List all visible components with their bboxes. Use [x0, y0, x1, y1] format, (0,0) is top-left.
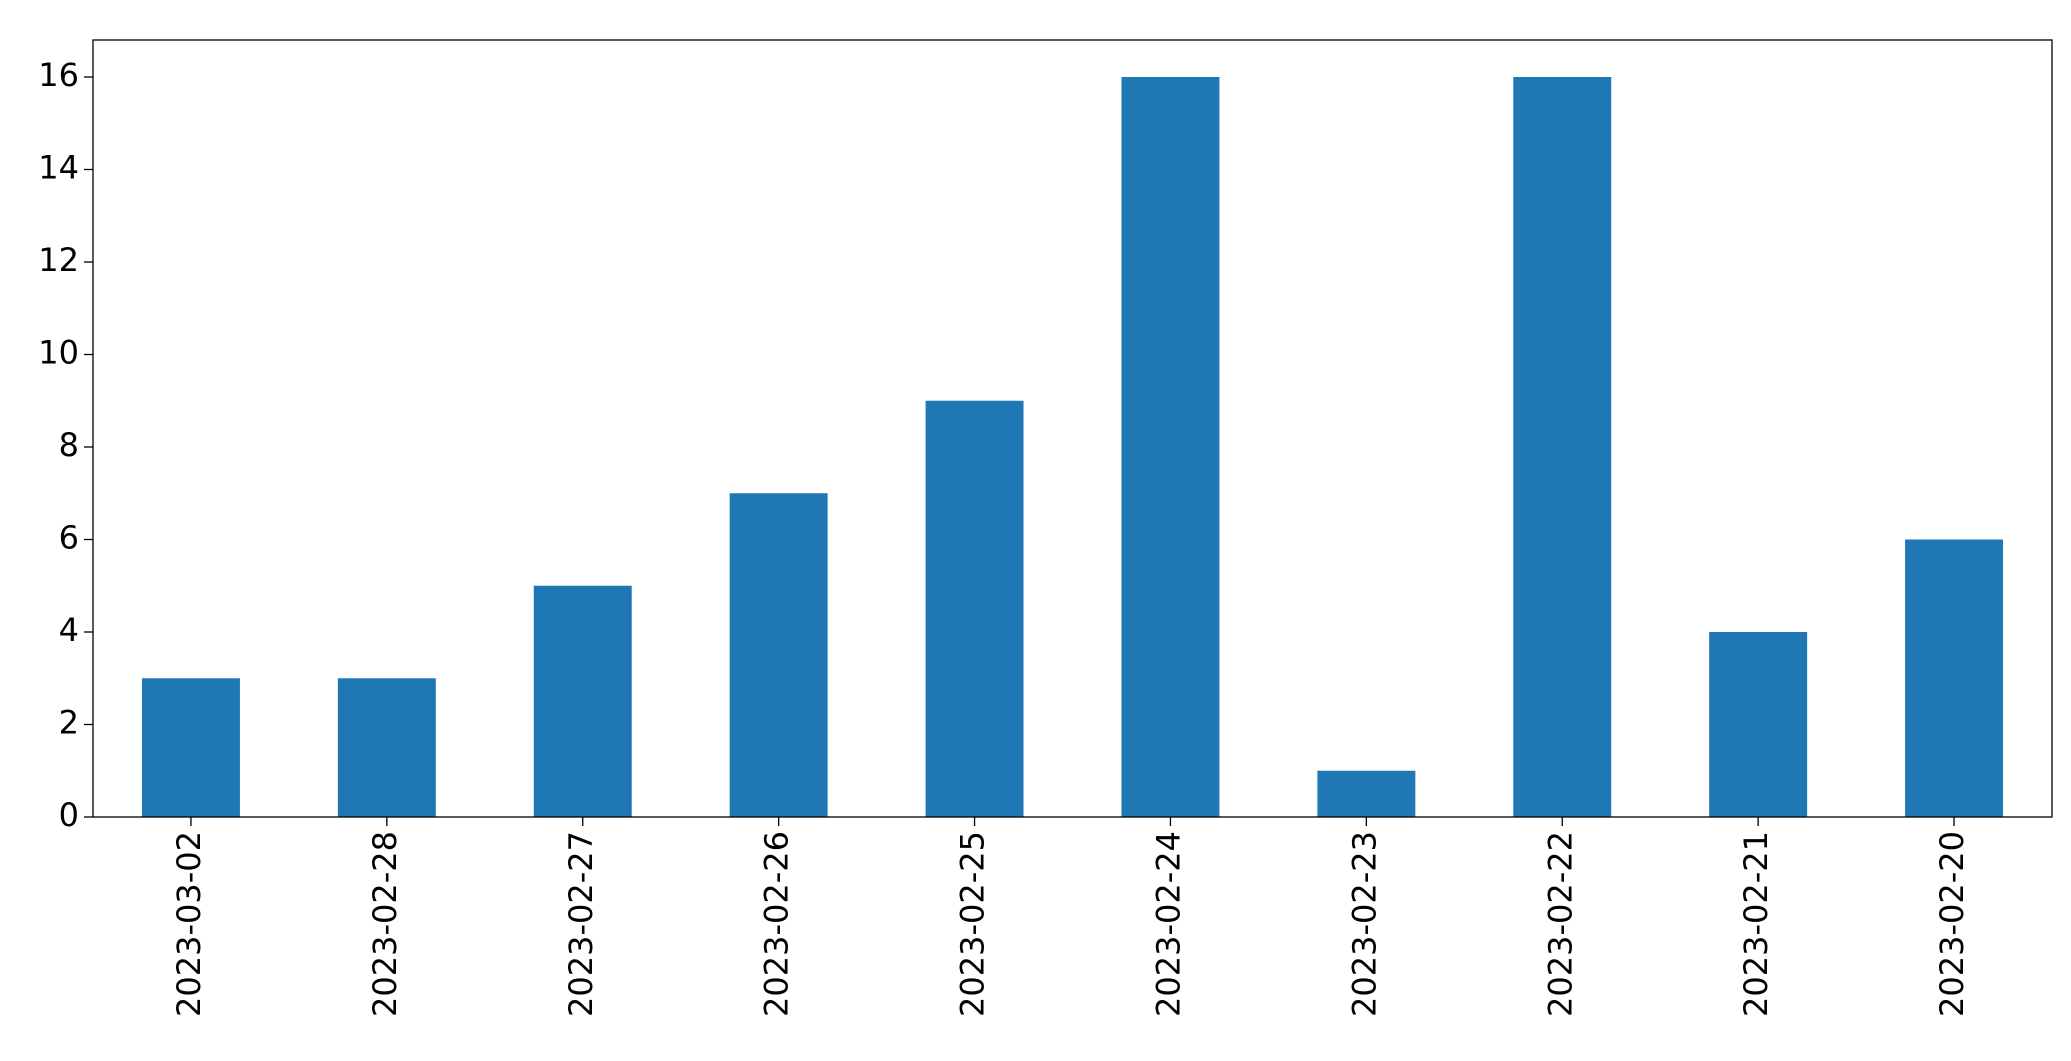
x-tick-label: 2023-02-21 [1737, 831, 1775, 1017]
bar [1513, 77, 1612, 817]
x-tick-label: 2023-03-02 [170, 831, 208, 1017]
x-tick-label: 2023-02-28 [366, 831, 404, 1017]
y-tick-label: 4 [59, 611, 79, 649]
x-tick-label: 2023-02-24 [1149, 831, 1187, 1017]
x-tick-label: 2023-02-25 [954, 831, 992, 1017]
x-tick-label: 2023-02-23 [1345, 831, 1383, 1017]
x-tick-label: 2023-02-22 [1541, 831, 1579, 1017]
x-tick-label: 2023-02-27 [562, 831, 600, 1017]
plot-frame [92, 39, 2053, 818]
x-tick-label: 2023-02-26 [758, 831, 796, 1017]
y-tick-label: 10 [38, 334, 79, 372]
y-tick-label: 0 [59, 796, 79, 834]
y-tick-label: 2 [59, 704, 79, 742]
y-tick-label: 6 [59, 519, 79, 557]
bar [1905, 539, 2004, 817]
bar [925, 400, 1024, 817]
y-tick-label: 16 [38, 56, 79, 94]
y-tick-label: 14 [38, 149, 79, 187]
x-tick-label: 2023-02-20 [1933, 831, 1971, 1017]
bar [337, 678, 436, 817]
y-tick-label: 8 [59, 426, 79, 464]
bar [1121, 77, 1220, 817]
bar [1317, 770, 1416, 817]
bar [729, 493, 828, 817]
y-tick-label: 12 [38, 241, 79, 279]
bar [141, 678, 240, 817]
bar [533, 585, 632, 817]
bar [1709, 632, 1808, 817]
